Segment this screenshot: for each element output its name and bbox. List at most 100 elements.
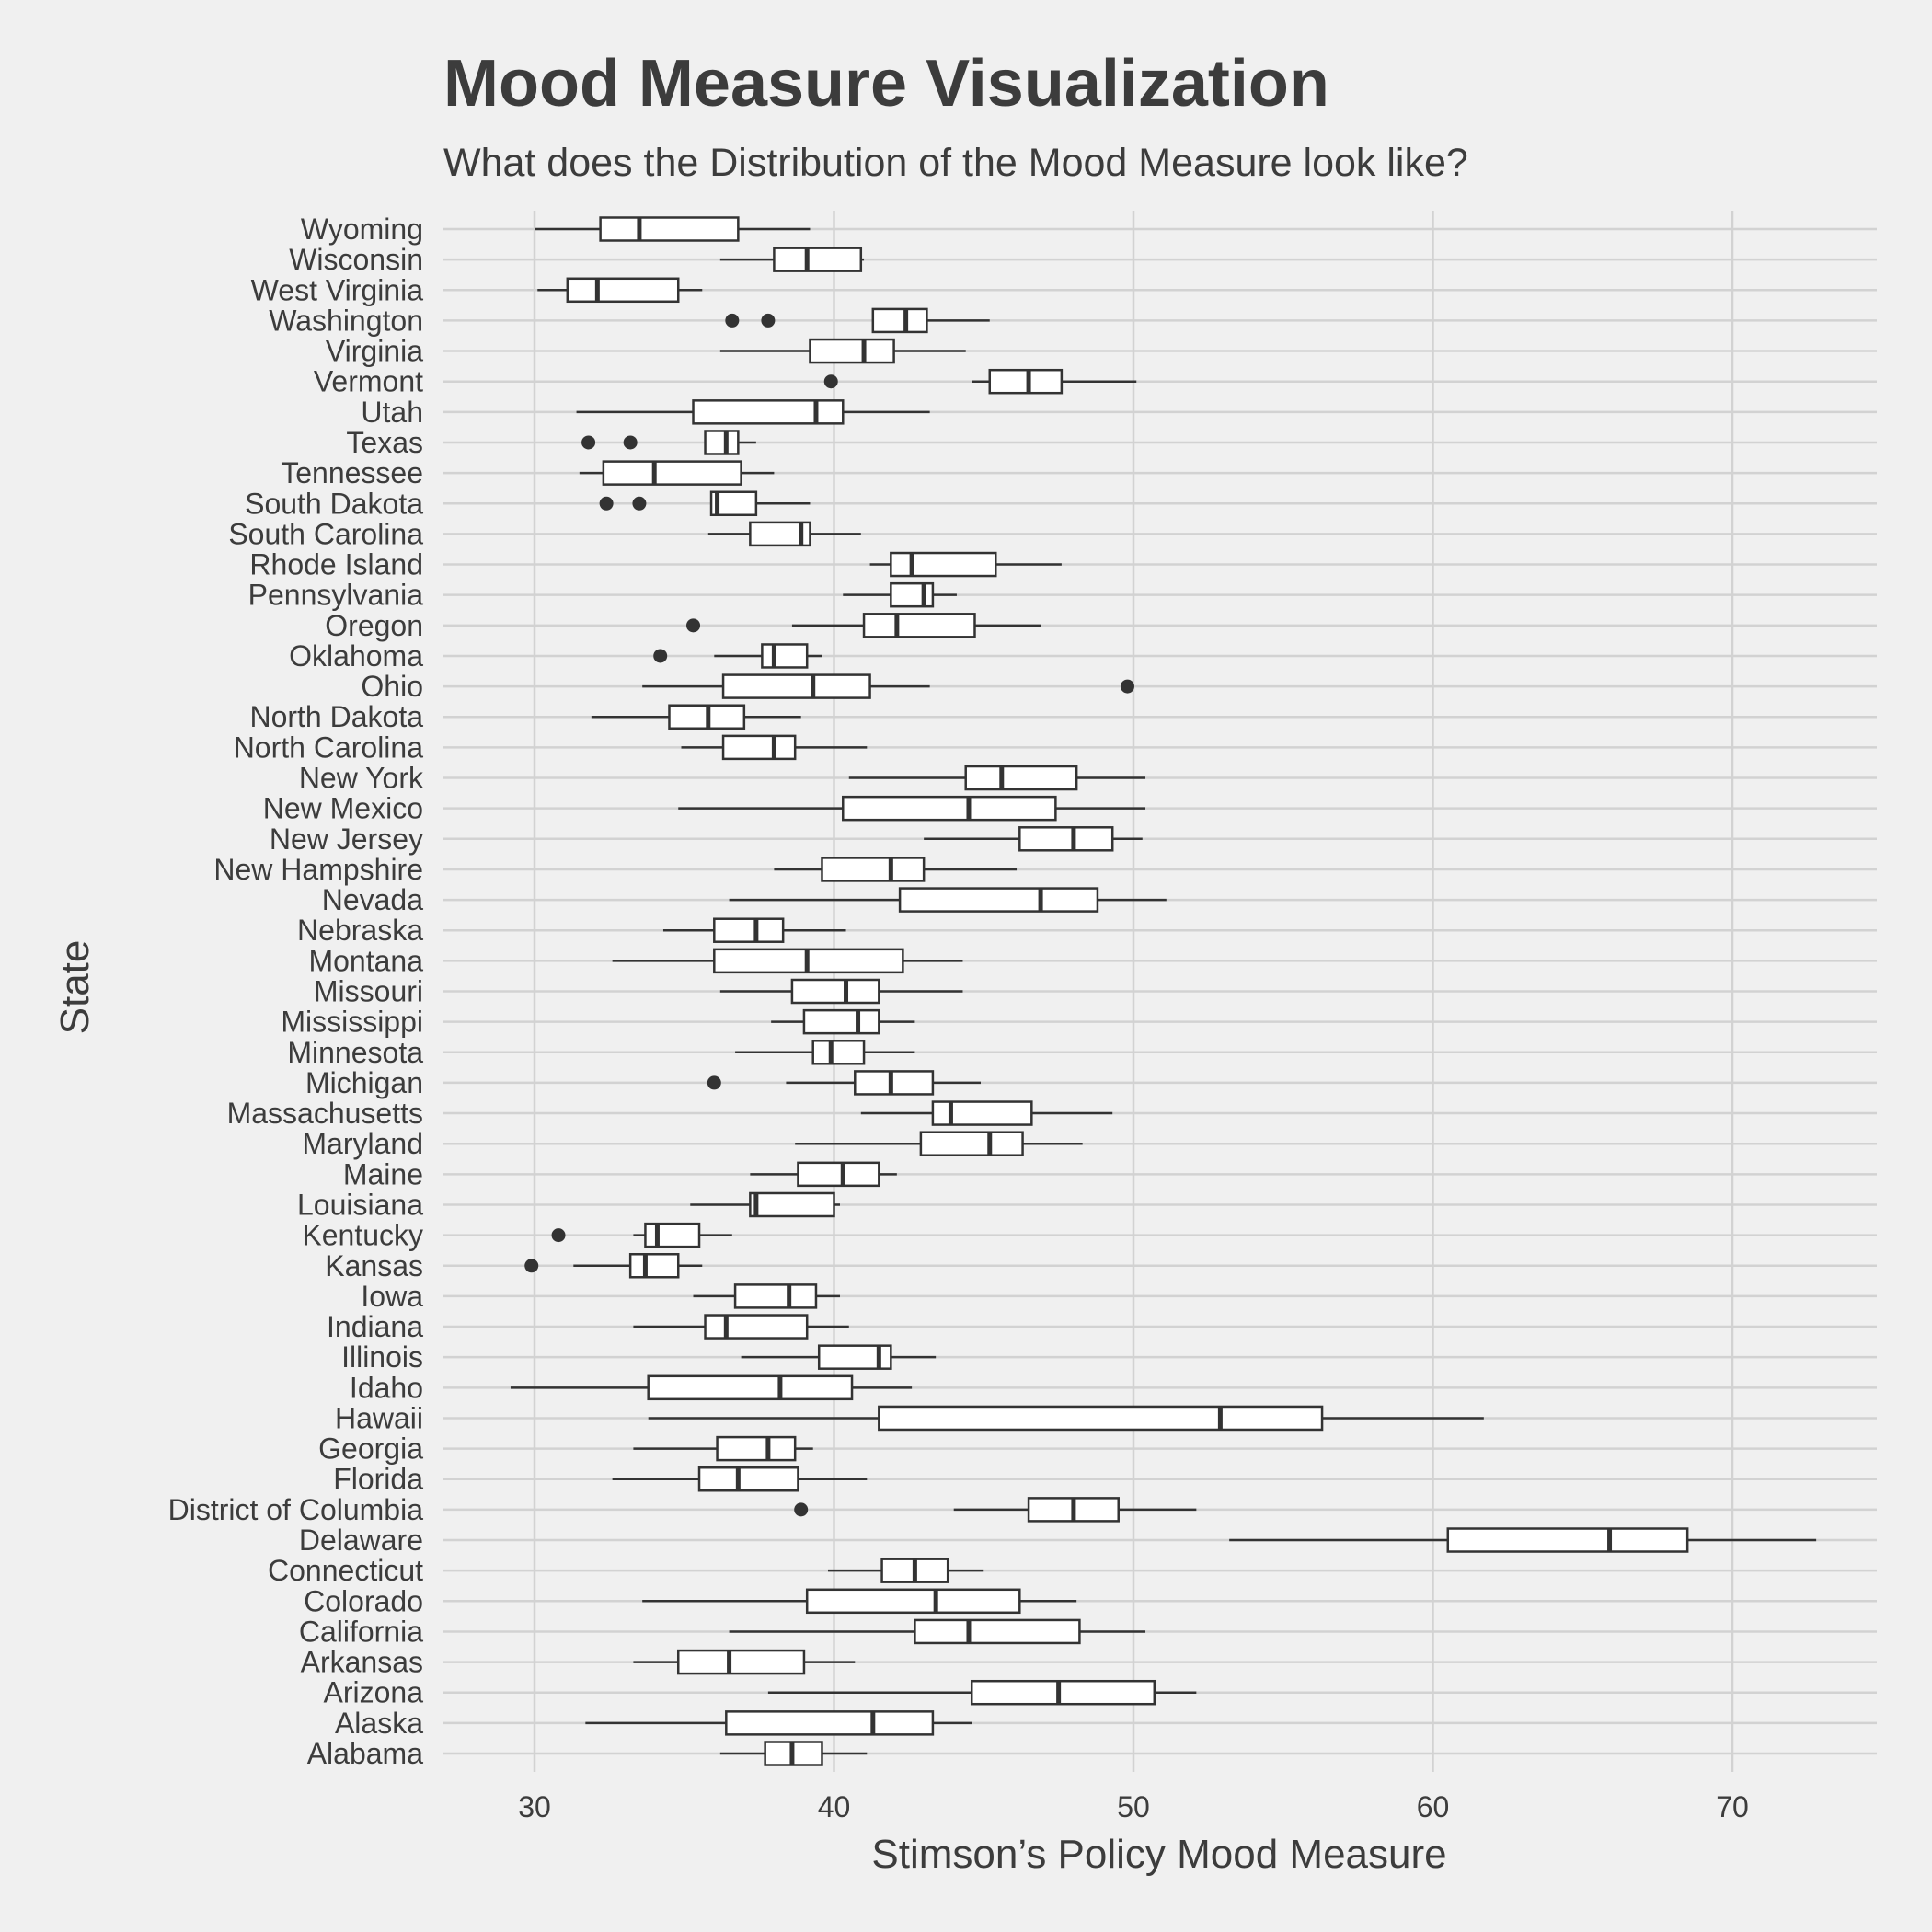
box-iqr xyxy=(964,765,1078,791)
box-minnesota xyxy=(735,1040,915,1065)
state-label: Vermont xyxy=(314,365,423,398)
state-label: Arizona xyxy=(324,1676,424,1709)
box-ohio xyxy=(642,673,1134,699)
state-label: Massachusetts xyxy=(227,1097,423,1130)
box-iqr xyxy=(628,1253,680,1279)
box-iqr xyxy=(566,277,680,304)
box-iqr xyxy=(676,1649,806,1675)
state-label: Pennsylvania xyxy=(248,579,424,612)
box-iqr xyxy=(919,1131,1024,1156)
state-label: Washington xyxy=(269,304,423,337)
box-iqr xyxy=(988,368,1064,395)
box-iqr xyxy=(761,643,809,669)
box-layer xyxy=(510,216,1817,1766)
box-iqr xyxy=(811,1040,866,1065)
state-label: North Dakota xyxy=(249,700,423,733)
state-label: Georgia xyxy=(318,1432,423,1466)
state-label: District of Columbia xyxy=(168,1493,424,1526)
box-washington xyxy=(725,307,990,334)
box-new-mexico xyxy=(678,795,1146,822)
box-illinois xyxy=(741,1344,937,1370)
x-tick-label: 70 xyxy=(1716,1790,1749,1823)
box-oregon xyxy=(686,613,1041,638)
box-arkansas xyxy=(633,1649,856,1675)
outlier-point xyxy=(1120,679,1134,694)
box-iqr xyxy=(805,1588,1021,1615)
box-iqr xyxy=(721,673,871,699)
box-iqr xyxy=(842,795,1057,822)
box-indiana xyxy=(633,1314,849,1340)
box-north-dakota xyxy=(591,704,801,730)
x-tick-label: 60 xyxy=(1417,1790,1450,1823)
box-iqr xyxy=(644,1222,701,1248)
state-label: Nevada xyxy=(322,883,424,916)
box-iqr xyxy=(914,1618,1081,1645)
outlier-point xyxy=(623,435,638,450)
state-label: Michigan xyxy=(305,1066,423,1099)
state-label: Oklahoma xyxy=(289,639,423,673)
outlier-point xyxy=(707,1075,721,1090)
x-tick-label: 40 xyxy=(818,1790,851,1823)
box-iowa xyxy=(693,1283,841,1309)
box-iqr xyxy=(647,1374,854,1401)
box-new-hampshire xyxy=(774,857,1018,882)
state-label: Nebraska xyxy=(297,914,423,947)
state-label: Colorado xyxy=(304,1584,423,1617)
state-label: Maine xyxy=(343,1157,423,1190)
state-label: South Carolina xyxy=(228,517,423,550)
x-axis-title: Stimson’s Policy Mood Measure xyxy=(871,1832,1446,1877)
state-label: Ohio xyxy=(361,670,423,703)
box-nevada xyxy=(729,887,1167,913)
box-iqr xyxy=(898,887,1099,913)
box-south-dakota xyxy=(599,490,811,517)
box-iqr xyxy=(802,1008,880,1035)
state-label: Wyoming xyxy=(301,213,423,246)
state-label: Missouri xyxy=(314,975,423,1008)
x-tick-label: 50 xyxy=(1117,1790,1150,1823)
box-maryland xyxy=(795,1131,1083,1156)
box-vermont xyxy=(823,368,1137,395)
box-iqr xyxy=(970,1679,1156,1706)
box-hawaii xyxy=(648,1405,1484,1432)
state-label: Iowa xyxy=(361,1280,423,1313)
box-virginia xyxy=(719,338,966,364)
box-kentucky xyxy=(551,1222,732,1248)
box-new-york xyxy=(848,765,1146,791)
box-iqr xyxy=(716,1435,797,1462)
state-label: New Mexico xyxy=(263,792,423,825)
state-label: Kentucky xyxy=(302,1219,423,1252)
state-label: Tennessee xyxy=(281,456,423,489)
axis-tick-labels: 30 40 50 60 70 xyxy=(518,1790,1749,1823)
state-label: California xyxy=(299,1615,423,1648)
state-label: Indiana xyxy=(327,1310,423,1343)
box-iqr xyxy=(749,1191,835,1218)
box-iqr xyxy=(890,551,997,578)
box-iqr xyxy=(809,338,895,364)
x-tick-label: 30 xyxy=(518,1790,551,1823)
box-michigan xyxy=(707,1070,981,1096)
outlier-point xyxy=(551,1228,566,1243)
state-label: West Virginia xyxy=(251,273,424,306)
outlier-point xyxy=(725,313,740,328)
box-florida xyxy=(612,1466,868,1492)
outlier-point xyxy=(686,618,701,633)
box-arizona xyxy=(767,1679,1197,1706)
box-iqr xyxy=(821,857,926,882)
state-label: South Dakota xyxy=(245,487,423,520)
box-iqr xyxy=(1018,826,1114,852)
box-louisiana xyxy=(690,1191,841,1218)
box-iqr xyxy=(1446,1527,1689,1553)
box-iqr xyxy=(704,430,740,455)
state-label: Montana xyxy=(308,944,423,977)
box-wisconsin xyxy=(719,247,865,272)
outlier-point xyxy=(581,435,596,450)
box-missouri xyxy=(719,978,963,1005)
outlier-point xyxy=(599,496,614,511)
box-georgia xyxy=(633,1435,813,1462)
state-label: Oregon xyxy=(325,609,423,642)
box-alaska xyxy=(585,1710,972,1736)
state-label: Utah xyxy=(361,396,423,429)
state-label: Virginia xyxy=(326,335,423,368)
box-massachusetts xyxy=(860,1100,1113,1126)
box-delaware xyxy=(1229,1527,1817,1553)
